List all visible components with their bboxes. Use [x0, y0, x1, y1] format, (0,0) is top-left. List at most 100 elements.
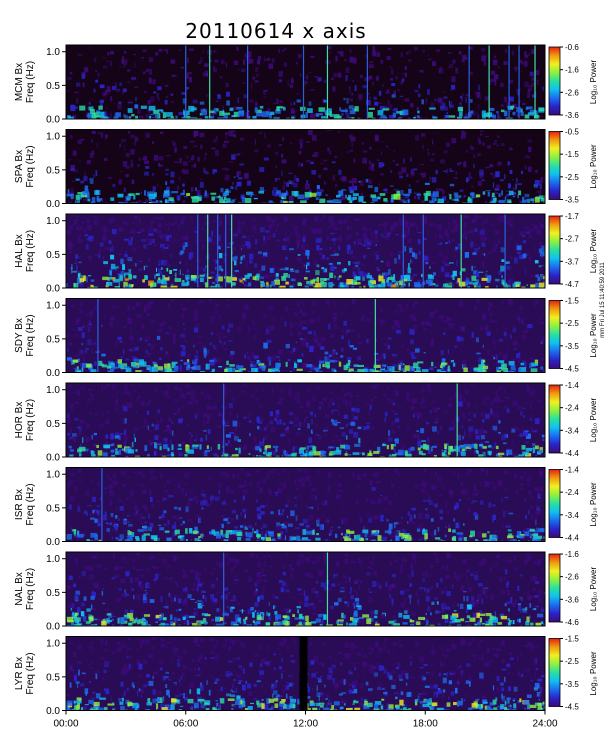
colorbar-tick-label: -1.5: [565, 297, 579, 306]
colorbar-label: Log₁₀ Power: [589, 60, 598, 105]
y-tick-label: 1.0: [46, 132, 60, 143]
colorbar-tick-label: -4.4: [565, 534, 579, 543]
y-tick-label: 0.5: [46, 588, 60, 599]
x-tick-label: 24:00: [532, 719, 557, 730]
panel-2: 0.0 0.5 1.0 SPA BxFreq (Hz) -0.5 -1.5 -2.5 -3.5…: [14, 128, 598, 211]
colorbar-tick-label: -2.4: [565, 488, 579, 497]
y-tick-label: 1.0: [46, 216, 60, 227]
spectrogram-area: [66, 129, 545, 204]
colorbar-tick-label: -4.7: [565, 280, 579, 289]
colorbar-tick-label: -4.6: [565, 618, 579, 627]
y-tick-label: 1.0: [46, 470, 60, 481]
colorbar-tick-label: -2.7: [565, 235, 579, 244]
y-axis-label: MCM BxFreq (Hz): [14, 61, 36, 103]
spectrogram-area: [66, 298, 545, 373]
spectrogram-area: [66, 552, 545, 626]
data-gap: [299, 636, 308, 711]
y-tick-label: 0.0: [46, 368, 60, 379]
y-tick-label: 1.0: [46, 47, 60, 58]
panel-frame: [65, 382, 546, 458]
y-tick-label: 0.0: [46, 453, 60, 464]
y-tick-label: 0.5: [46, 81, 60, 92]
colorbar-tick-label: -2.6: [565, 88, 579, 97]
y-axis-label: HOR BxFreq (Hz): [14, 399, 36, 441]
y-tick-label: 0.5: [46, 334, 60, 345]
spectrogram-area: [66, 467, 545, 542]
colorbar-tick-label: -3.5: [565, 196, 579, 205]
colorbar-tick-label: -4.5: [565, 703, 579, 712]
colorbar-tick-label: -3.5: [565, 680, 579, 689]
colorbar-tick-label: -3.5: [565, 342, 579, 351]
colorbar-tick-label: -1.6: [565, 66, 579, 75]
y-tick-label: 0.0: [46, 199, 60, 210]
colorbar: [548, 215, 561, 285]
figure-title: 20110614 x axis: [185, 19, 366, 43]
panel-frame: [65, 551, 546, 627]
colorbar-tick-label: -2.4: [565, 404, 579, 413]
colorbar-tick-label: -3.7: [565, 257, 579, 266]
colorbar-tick-label: -1.4: [565, 381, 579, 390]
spectrogram-area: [66, 214, 545, 288]
colorbar-tick-label: -3.4: [565, 426, 579, 435]
panel-7: 0.0 0.5 1.0 NAL BxFreq (Hz) -1.6 -2.6 -3.6 -4.6…: [14, 550, 598, 633]
y-tick-label: 1.0: [46, 639, 60, 650]
panel-8: 0.0 0.5 1.0 LYR BxFreq (Hz) -1.5 -2.5 -3.5 -4.5…: [14, 635, 598, 718]
colorbar-tick-label: -3.6: [565, 595, 579, 604]
panel-frame: [65, 44, 546, 120]
panel-5: 0.0 0.5 1.0 HOR BxFreq (Hz) -1.4 -2.4 -3.4 -4.4…: [14, 381, 598, 464]
panel-frame: [65, 298, 546, 373]
panel-4: 0.0 0.5 1.0 SDY BxFreq (Hz) -1.5 -2.5 -3.5 -4.5…: [14, 297, 598, 380]
colorbar-tick-label: -1.4: [565, 466, 579, 475]
colorbar-label: Log₁₀ Power: [589, 482, 598, 527]
y-axis-label: ISR BxFreq (Hz): [14, 483, 36, 525]
colorbar-tick-label: -1.7: [565, 212, 579, 221]
colorbar-tick-label: -3.4: [565, 511, 579, 520]
y-tick-label: 0.0: [46, 622, 60, 633]
colorbar-label: Log₁₀ Power: [589, 567, 598, 612]
y-tick-label: 0.0: [46, 115, 60, 126]
panel-1: 0.0 0.5 1.0 MCM BxFreq (Hz) -0.6 -1.6 -2.6 -3.6…: [14, 43, 598, 126]
y-axis-label: LYR BxFreq (Hz): [14, 652, 36, 694]
colorbar-tick-label: -0.5: [565, 128, 579, 137]
panel-frame: [65, 213, 546, 289]
colorbar-tick-label: -1.5: [565, 150, 579, 159]
colorbar: [548, 384, 561, 454]
y-tick-label: 0.5: [46, 165, 60, 176]
colorbar-tick-label: -2.5: [565, 657, 579, 666]
x-axis: 00:00 06:00 12:00 18:00 24:00: [53, 710, 558, 730]
colorbar-tick-label: -1.5: [565, 635, 579, 644]
colorbar-tick-label: -2.5: [565, 173, 579, 182]
panel-frame: [65, 467, 546, 542]
colorbar-label: Log₁₀ Power: [589, 313, 598, 358]
panel-3: 0.0 0.5 1.0 HAL BxFreq (Hz) -1.7 -2.7 -3.7 -4.7…: [14, 212, 598, 295]
y-tick-label: 0.0: [46, 706, 60, 717]
colorbar: [548, 46, 561, 116]
y-tick-label: 1.0: [46, 385, 60, 396]
y-tick-label: 1.0: [46, 301, 60, 312]
spectrogram-background: [66, 552, 545, 626]
colorbar-tick-label: -1.6: [565, 550, 579, 559]
colorbar-label: Log₁₀ Power: [589, 229, 598, 274]
y-tick-label: 0.0: [46, 284, 60, 295]
colorbar-tick-label: -4.4: [565, 449, 579, 458]
spectrogram-area: [66, 383, 545, 457]
x-tick-label: 06:00: [173, 719, 198, 730]
colorbar-tick-label: -3.6: [565, 111, 579, 120]
y-tick-label: 0.5: [46, 503, 60, 514]
y-tick-label: 0.5: [46, 250, 60, 261]
colorbar-tick-label: -4.5: [565, 365, 579, 374]
y-axis-label: SPA BxFreq (Hz): [14, 145, 36, 187]
y-tick-label: 1.0: [46, 554, 60, 565]
colorbar: [548, 131, 561, 200]
y-tick-label: 0.5: [46, 672, 60, 683]
x-tick-label: 18:00: [413, 719, 438, 730]
colorbar-tick-label: -2.5: [565, 319, 579, 328]
panel-frame: [65, 129, 546, 204]
colorbar-label: Log₁₀ Power: [589, 144, 598, 189]
colorbar-label: Log₁₀ Power: [589, 651, 598, 696]
x-tick-label: 12:00: [293, 719, 318, 730]
colorbar-tick-label: -0.6: [565, 43, 579, 52]
spectrogram-area: [66, 45, 545, 119]
colorbar-label: Log₁₀ Power: [589, 398, 598, 443]
